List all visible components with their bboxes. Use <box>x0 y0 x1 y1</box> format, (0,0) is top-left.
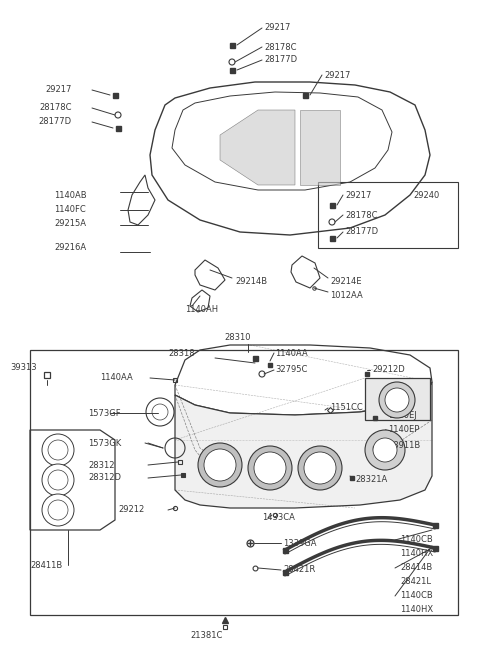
Bar <box>329 202 335 208</box>
Text: 1140EJ: 1140EJ <box>388 411 417 420</box>
Text: 1140FC: 1140FC <box>54 206 86 214</box>
Text: 21381C: 21381C <box>190 631 222 639</box>
Text: 1140HX: 1140HX <box>400 549 433 558</box>
Text: 28321A: 28321A <box>355 476 387 484</box>
Text: 1140CB: 1140CB <box>400 535 433 545</box>
Bar <box>432 522 437 528</box>
Text: 1339GA: 1339GA <box>283 539 316 547</box>
Text: 1140HX: 1140HX <box>400 604 433 614</box>
Bar <box>365 372 369 376</box>
Text: 1140AA: 1140AA <box>275 348 308 357</box>
Text: 28177D: 28177D <box>264 55 297 64</box>
Text: 1573GK: 1573GK <box>88 438 121 447</box>
Circle shape <box>298 446 342 490</box>
Text: 28178C: 28178C <box>39 104 72 112</box>
Text: 28310: 28310 <box>224 334 251 342</box>
Bar <box>350 476 354 480</box>
Text: 28421R: 28421R <box>283 566 315 574</box>
Circle shape <box>385 388 409 412</box>
Circle shape <box>198 443 242 487</box>
Text: 28178C: 28178C <box>345 210 377 219</box>
Text: 1140AB: 1140AB <box>54 191 86 200</box>
Circle shape <box>248 446 292 490</box>
Text: 28911B: 28911B <box>388 440 420 449</box>
Circle shape <box>379 382 415 418</box>
Polygon shape <box>175 382 432 508</box>
Text: 28312: 28312 <box>88 461 115 470</box>
Bar <box>329 235 335 240</box>
Polygon shape <box>220 110 295 185</box>
Bar <box>229 43 235 47</box>
Bar <box>116 125 120 131</box>
Bar <box>318 182 458 248</box>
Text: 29214E: 29214E <box>330 277 361 286</box>
Circle shape <box>48 500 68 520</box>
Bar <box>30 350 458 615</box>
Text: 1140EP: 1140EP <box>388 426 420 434</box>
Text: 29215A: 29215A <box>54 219 86 229</box>
Text: 28414B: 28414B <box>400 564 432 572</box>
Text: 39313: 39313 <box>10 363 36 373</box>
Bar <box>283 547 288 553</box>
Text: 1573GF: 1573GF <box>88 409 120 417</box>
Bar <box>283 570 288 574</box>
Circle shape <box>204 449 236 481</box>
Text: 1140CB: 1140CB <box>400 591 433 600</box>
Text: 1012AA: 1012AA <box>330 292 363 300</box>
Text: 29217: 29217 <box>324 70 350 79</box>
Text: 29212D: 29212D <box>372 365 405 374</box>
Circle shape <box>42 494 74 526</box>
Circle shape <box>304 452 336 484</box>
Text: 29217: 29217 <box>46 85 72 95</box>
Text: 29214B: 29214B <box>235 277 267 286</box>
Circle shape <box>42 434 74 466</box>
Text: 29217: 29217 <box>264 24 290 32</box>
Text: 1151CC: 1151CC <box>330 403 363 413</box>
Text: 1140AA: 1140AA <box>100 373 133 382</box>
Text: 29217: 29217 <box>345 191 372 200</box>
Circle shape <box>48 470 68 490</box>
Bar <box>302 93 308 97</box>
Bar <box>432 545 437 551</box>
Bar <box>268 363 272 367</box>
Text: 28312D: 28312D <box>88 474 121 482</box>
Circle shape <box>48 440 68 460</box>
Circle shape <box>365 430 405 470</box>
Bar <box>252 355 257 361</box>
Text: 28177D: 28177D <box>39 118 72 127</box>
Bar <box>373 416 377 420</box>
Polygon shape <box>365 378 430 420</box>
Text: 29216A: 29216A <box>54 244 86 252</box>
Text: 28411B: 28411B <box>30 560 62 570</box>
Circle shape <box>373 438 397 462</box>
Bar <box>373 446 377 450</box>
Text: 28177D: 28177D <box>345 227 378 237</box>
Text: 32795C: 32795C <box>275 365 307 374</box>
Circle shape <box>254 452 286 484</box>
Text: 28318: 28318 <box>168 348 194 357</box>
Text: 28178C: 28178C <box>264 43 297 51</box>
Bar <box>229 68 235 72</box>
Text: 29240: 29240 <box>413 191 439 200</box>
Polygon shape <box>300 110 340 185</box>
Text: 1433CA: 1433CA <box>262 514 295 522</box>
Text: 1140AH: 1140AH <box>185 306 218 315</box>
Text: 28421L: 28421L <box>400 576 431 585</box>
Text: 29212: 29212 <box>118 505 144 514</box>
Circle shape <box>42 464 74 496</box>
Bar <box>112 93 118 97</box>
